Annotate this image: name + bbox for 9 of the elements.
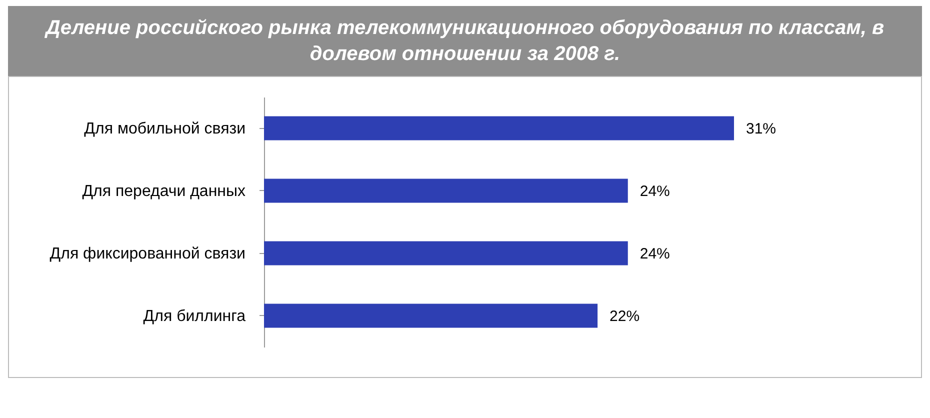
y-tick-label: Для фиксированной связи [50,245,246,262]
y-tick-label: Для биллинга [143,308,246,325]
y-tick-label: Для передачи данных [82,182,246,200]
chart-title: Деление российского рынка телекоммуникационного оборудования по классам, в долевом отношении за 2008 г. [8,6,922,76]
data-label: 24% [640,182,670,200]
data-label: 31% [746,120,776,138]
data-label: 22% [610,308,640,325]
y-tick-label: Для мобильной связи [84,120,246,138]
data-label: 24% [640,245,670,262]
